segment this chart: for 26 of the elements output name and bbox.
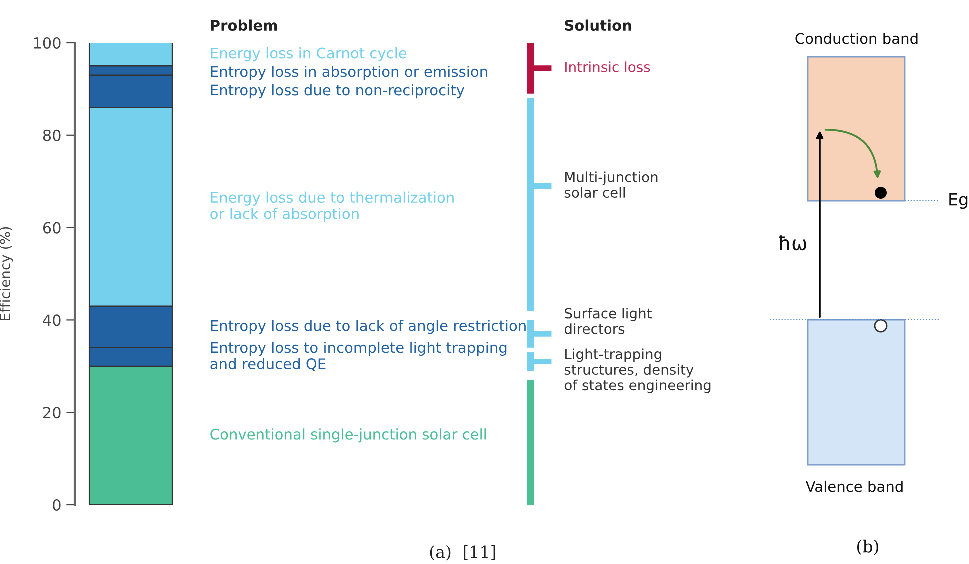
text: ħω	[779, 236, 806, 251]
text: Conventional single-junction solar cell	[210, 428, 486, 443]
y-tick-label: 20	[43, 407, 61, 419]
text: Entropy loss to incomplete light trapping and reduced QE	[210, 342, 507, 372]
y-tick-label: 80	[43, 130, 61, 142]
y-tick-label: 60	[43, 222, 61, 234]
text: Surface light directors	[564, 308, 652, 334]
y-tick-label: 40	[43, 314, 61, 326]
text: Entropy loss due to lack of angle restriction	[211, 320, 526, 334]
text: Intrinsic loss	[566, 62, 650, 72]
text: Energy loss in Carnot cycle	[211, 47, 407, 62]
text: Problem	[211, 20, 278, 32]
text: Valence band	[806, 480, 903, 492]
text: Energy loss due to thermalization or lack of absorption	[210, 192, 454, 222]
text: Solution	[565, 20, 632, 32]
text: Entropy loss in absorption or emission	[211, 66, 488, 80]
text: Multi-junction solar cell	[564, 172, 658, 198]
y-axis-title: Efficiency (%)	[0, 227, 14, 320]
text: Light-trapping structures, density of states engineering	[564, 348, 711, 394]
text: Eg	[950, 193, 968, 210]
text: (b)	[857, 540, 879, 556]
text: Conduction band	[796, 32, 918, 44]
y-tick-label: 0	[53, 499, 61, 512]
text: Entropy loss due to non-reciprocity	[211, 84, 465, 99]
text: (a) [11]	[430, 545, 496, 561]
y-tick-label: 100	[34, 37, 61, 50]
